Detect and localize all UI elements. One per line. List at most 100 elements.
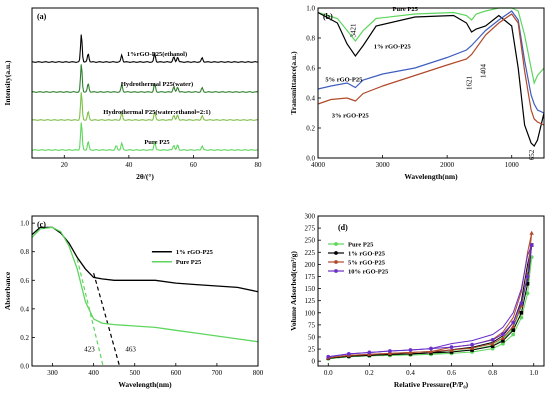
legend-label: Pure P25 <box>392 6 418 13</box>
panel-label: (b) <box>323 12 333 21</box>
data-point <box>511 332 516 337</box>
data-point <box>346 352 351 356</box>
edge-annotation: 463 <box>125 346 136 354</box>
d-y-tick-label: 50 <box>308 333 316 341</box>
c-x-tick-label: 300 <box>47 369 58 377</box>
d-y-tick-label: 275 <box>305 225 316 233</box>
data-point <box>529 230 534 235</box>
b-y-axis-label: Transmittance(a.u.) <box>289 51 298 115</box>
legend-label: 1%rGO-P25(ethanol) <box>127 51 187 58</box>
legend-label: Pure P25 <box>144 139 170 146</box>
b-plot-frame <box>317 7 545 159</box>
data-point <box>449 350 454 354</box>
data-point <box>429 346 433 351</box>
a-x-tick-label: 20 <box>61 161 69 169</box>
c-y-tick-label: 0.2 <box>20 334 29 342</box>
data-point <box>525 281 530 286</box>
b-x-tick-label: 4000 <box>311 161 326 169</box>
a-y-axis-label: Intensity(a.u.) <box>3 60 12 106</box>
series-pure-p25 <box>31 226 259 343</box>
d-x-tick-label: 1.0 <box>529 369 538 377</box>
d-plot-frame <box>317 215 545 367</box>
tangent-line <box>93 272 121 367</box>
data-point <box>501 339 505 343</box>
series-pure-p25 <box>317 7 545 85</box>
d-y-tick-label: 225 <box>305 249 316 257</box>
series-hydrothermal-p25-water- <box>31 64 259 93</box>
panel-label: (c) <box>37 220 46 229</box>
data-point <box>519 310 524 315</box>
data-point <box>525 274 530 279</box>
legend-label: 1% rGO-P25 <box>176 249 214 256</box>
data-point <box>529 243 534 247</box>
d-y-tick-label: 300 <box>305 213 316 221</box>
b-y-tick-label: 0.2 <box>306 125 315 133</box>
series-1-rgo-p25 <box>31 226 259 293</box>
c-plot-frame <box>31 215 259 367</box>
series-hydrothermal-p25-water-ethanol-2-1- <box>31 92 259 121</box>
panel-c: 423 463 1% rGO-P25 Pure P25 300 400 500 600 700 8… <box>3 215 264 389</box>
c-x-tick-label: 700 <box>212 369 223 377</box>
panel-a: Pure P25 Hydrothermal P25(water:ethanol=2… <box>3 7 263 181</box>
d-x-axis-label: Relative Pressure(P/P₀) <box>394 380 469 389</box>
data-point <box>519 301 524 305</box>
c-x-tick-label: 500 <box>129 369 140 377</box>
legend-label: 3% rGO-P25 <box>332 113 370 120</box>
panel-label: (d) <box>338 223 348 232</box>
data-point <box>525 291 530 296</box>
b-y-tick-label: 0.6 <box>306 65 315 73</box>
c-y-tick-label: 1.0 <box>20 220 29 228</box>
series-5-rgo-p25 <box>317 10 545 114</box>
data-point <box>326 354 331 359</box>
legend-label: Hydrothermal P25(water:ethanol=2:1) <box>103 109 210 116</box>
panel-b: Pure P25 1% rGO-P25 5% rGO-P25 3% rGO-P25 34… <box>289 5 545 181</box>
legend-label: Hydrothermal P25(water) <box>121 81 193 88</box>
panel-d: Pure P25 1% rGO-P25 5% rGO-P25 10% rGO-P25 0… <box>289 213 545 389</box>
legend-label: Pure P25 <box>176 259 202 266</box>
c-x-tick-label: 600 <box>171 369 182 377</box>
b-y-tick-label: 1.0 <box>306 5 315 13</box>
b-x-axis-label: Wavelength(nm) <box>404 172 458 181</box>
tangent-line <box>76 258 104 367</box>
d-x-tick-label: 0.8 <box>488 369 497 377</box>
legend-marker <box>334 269 338 273</box>
b-x-tick-label: 3000 <box>376 161 391 169</box>
data-point <box>408 348 413 352</box>
data-point <box>367 350 372 355</box>
series-pure-p25 <box>31 122 259 151</box>
b-y-tick-label: 0.8 <box>306 35 315 43</box>
d-y-tick-label: 0 <box>312 358 316 366</box>
d-y-tick-label: 25 <box>308 346 316 354</box>
c-y-tick-label: 0.8 <box>20 248 29 256</box>
d-x-tick-label: 0.2 <box>365 369 374 377</box>
d-y-axis-label: Volume Adsorbed(cm³/g) <box>289 251 298 331</box>
data-point <box>449 347 454 352</box>
b-y-tick-label: 0.0 <box>306 155 315 163</box>
c-y-tick-label: 0.6 <box>20 277 29 285</box>
a-x-tick-label: 80 <box>255 161 263 169</box>
data-point <box>511 328 515 332</box>
a-x-tick-label: 60 <box>190 161 198 169</box>
d-y-tick-label: 200 <box>305 261 316 269</box>
d-x-tick-label: 0.6 <box>447 369 456 377</box>
series-1-rgo-p25-ethanol- <box>31 34 259 63</box>
c-x-tick-label: 800 <box>253 369 264 377</box>
edge-annotation: 423 <box>84 346 95 354</box>
data-point <box>388 349 392 353</box>
legend-marker <box>334 260 338 264</box>
c-y-axis-label: Absorbance <box>3 271 12 310</box>
data-point <box>470 342 474 347</box>
data-point <box>511 320 516 325</box>
peak-annotation: 652 <box>528 149 536 160</box>
data-point <box>428 349 434 354</box>
data-point <box>490 337 495 342</box>
data-point <box>519 315 524 320</box>
c-x-tick-label: 400 <box>88 369 99 377</box>
data-point <box>490 344 495 348</box>
d-x-tick-label: 0.0 <box>324 369 333 377</box>
d-y-tick-label: 175 <box>305 273 316 281</box>
peak-annotation: 1621 <box>466 76 474 91</box>
data-point <box>470 348 474 352</box>
data-point <box>469 345 475 350</box>
